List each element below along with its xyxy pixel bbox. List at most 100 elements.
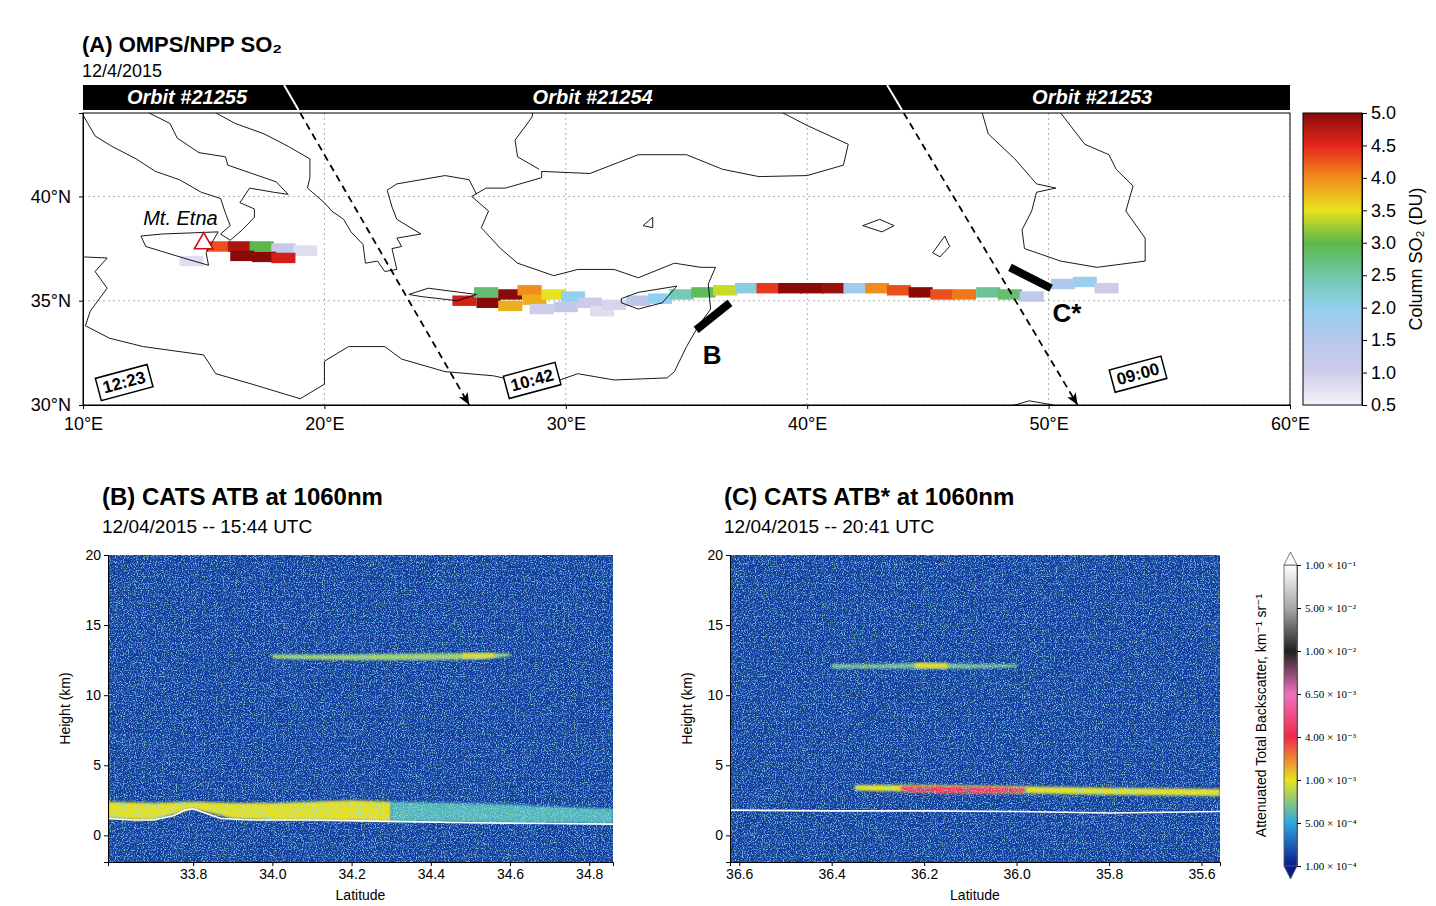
tick: 1.00 × 10⁻³ [1297, 774, 1357, 786]
tick-label: 1.00 × 10⁻² [1305, 645, 1357, 657]
map-frame [83, 113, 1290, 405]
tick: 0 [715, 827, 730, 843]
colorbar [1303, 113, 1362, 405]
so2-cell [976, 287, 1000, 297]
tick-label: 34.0 [259, 866, 286, 882]
map-area [83, 113, 1290, 405]
tick-label: 3.0 [1371, 233, 1396, 253]
time-text: 10:42 [509, 366, 556, 396]
coastline [83, 113, 288, 240]
tick-mark [1297, 694, 1301, 695]
tick-label: 1.00 × 10⁻¹ [1305, 559, 1356, 571]
so2-cell [713, 285, 737, 295]
volcano-label: Mt. Etna [143, 207, 217, 229]
tick-mark [1049, 405, 1050, 409]
tick: 4.0 [1362, 168, 1396, 188]
so2-cell [909, 287, 933, 297]
so2-cell [952, 289, 976, 299]
tick-mark [79, 301, 83, 302]
tick-label: 1.5 [1371, 330, 1396, 350]
tick-mark [726, 625, 730, 626]
coastline [995, 401, 1053, 405]
tick-label: 2.5 [1371, 265, 1396, 285]
tick: 30°N [31, 395, 83, 415]
tick: 20 [85, 547, 108, 563]
tick-label: 5 [715, 757, 723, 773]
tick-label: 15 [707, 617, 723, 633]
tick-label: 20 [707, 547, 723, 563]
time-box [95, 365, 153, 401]
tick-mark [1297, 737, 1301, 738]
tick-mark [1362, 308, 1367, 309]
tick-label: 6.50 × 10⁻³ [1305, 688, 1357, 700]
so2-cell [800, 283, 824, 293]
so2-cell [1073, 277, 1097, 287]
tick-label: 60°E [1271, 414, 1310, 434]
grid-line [83, 300, 1290, 301]
tick-mark [726, 555, 730, 556]
colorbar-extend [1284, 552, 1297, 565]
tick-label: 4.5 [1371, 136, 1396, 156]
tick-label: 5.00 × 10⁻⁴ [1305, 817, 1357, 829]
coastline [621, 286, 677, 309]
tick-label: 33.8 [180, 866, 207, 882]
tick: 6.50 × 10⁻³ [1297, 688, 1357, 700]
time-label: 10:42 [503, 362, 561, 398]
tick: 35.8 [1096, 862, 1123, 882]
tick: 1.00 × 10⁻⁴ [1297, 860, 1357, 872]
track-label: B [703, 340, 722, 370]
so2-cell [757, 283, 781, 293]
tick-mark [1297, 866, 1301, 867]
tick-mark [104, 625, 108, 626]
noise-texture [730, 555, 1220, 862]
tick-mark [726, 835, 730, 836]
tick-mark [1297, 651, 1301, 652]
x-axis: 33.834.034.234.434.634.8 [109, 862, 614, 882]
tick: 5 [715, 757, 730, 773]
tick-label: 5.0 [1371, 103, 1396, 123]
tick: 34.2 [338, 862, 365, 882]
tick: 1.00 × 10⁻¹ [1297, 559, 1356, 571]
tick-mark [1297, 780, 1301, 781]
so2-cell [822, 283, 846, 293]
tick: 5.0 [1362, 103, 1396, 123]
tick: 50°E [1029, 405, 1068, 434]
tick-label: 3.5 [1371, 201, 1396, 221]
coastline [170, 113, 477, 272]
tick: 3.0 [1362, 233, 1396, 253]
orbit-label: Orbit #21253 [1032, 86, 1152, 108]
so2-cell [230, 251, 254, 261]
tick: 10 [707, 687, 730, 703]
tick-mark [726, 765, 730, 766]
title: (C) CATS ATB* at 1060nm [724, 483, 1014, 510]
so2-cell [887, 285, 911, 295]
x-axis-title: Latitude [336, 887, 386, 903]
tick: 0 [93, 827, 108, 843]
tick-label: 10 [85, 687, 101, 703]
noise-texture [730, 555, 1220, 862]
grid-line [565, 113, 566, 405]
tick: 34.0 [259, 862, 286, 882]
tick: 36.6 [726, 862, 753, 882]
tick: 10 [85, 687, 108, 703]
coastline [933, 236, 950, 257]
tick: 1.0 [1362, 363, 1396, 383]
axis-line [731, 863, 1221, 867]
tick-mark [726, 695, 730, 696]
subtitle: 12/04/2015 -- 15:44 UTC [102, 516, 312, 537]
tick-label: 5 [93, 757, 101, 773]
colorbar-axis: 1.00 × 10⁻⁴5.00 × 10⁻⁴1.00 × 10⁻³4.00 × … [1297, 559, 1357, 872]
tick-label: 2.0 [1371, 298, 1396, 318]
volcano-marker [194, 233, 213, 249]
so2-cell [1094, 283, 1118, 293]
tick-label: 40°N [31, 187, 71, 207]
tick: 5 [93, 757, 108, 773]
tick-label: 30°N [31, 395, 71, 415]
tick-label: 34.6 [497, 866, 524, 882]
coastline [863, 219, 894, 232]
y-axis-title: Height (km) [57, 672, 73, 744]
colorbar-extend [1284, 866, 1297, 879]
tick-label: 30°E [547, 414, 586, 434]
tick-label: 40°E [788, 414, 827, 434]
orbit-label: Orbit #21255 [127, 86, 248, 108]
